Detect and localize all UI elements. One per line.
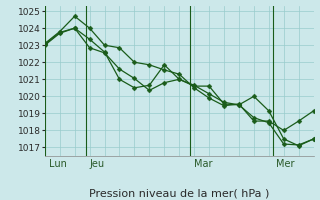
Text: Pression niveau de la mer( hPa ): Pression niveau de la mer( hPa ) <box>89 189 269 199</box>
Text: Jeu: Jeu <box>90 159 105 169</box>
Text: Mar: Mar <box>194 159 212 169</box>
Text: Mer: Mer <box>276 159 295 169</box>
Text: Lun: Lun <box>49 159 67 169</box>
